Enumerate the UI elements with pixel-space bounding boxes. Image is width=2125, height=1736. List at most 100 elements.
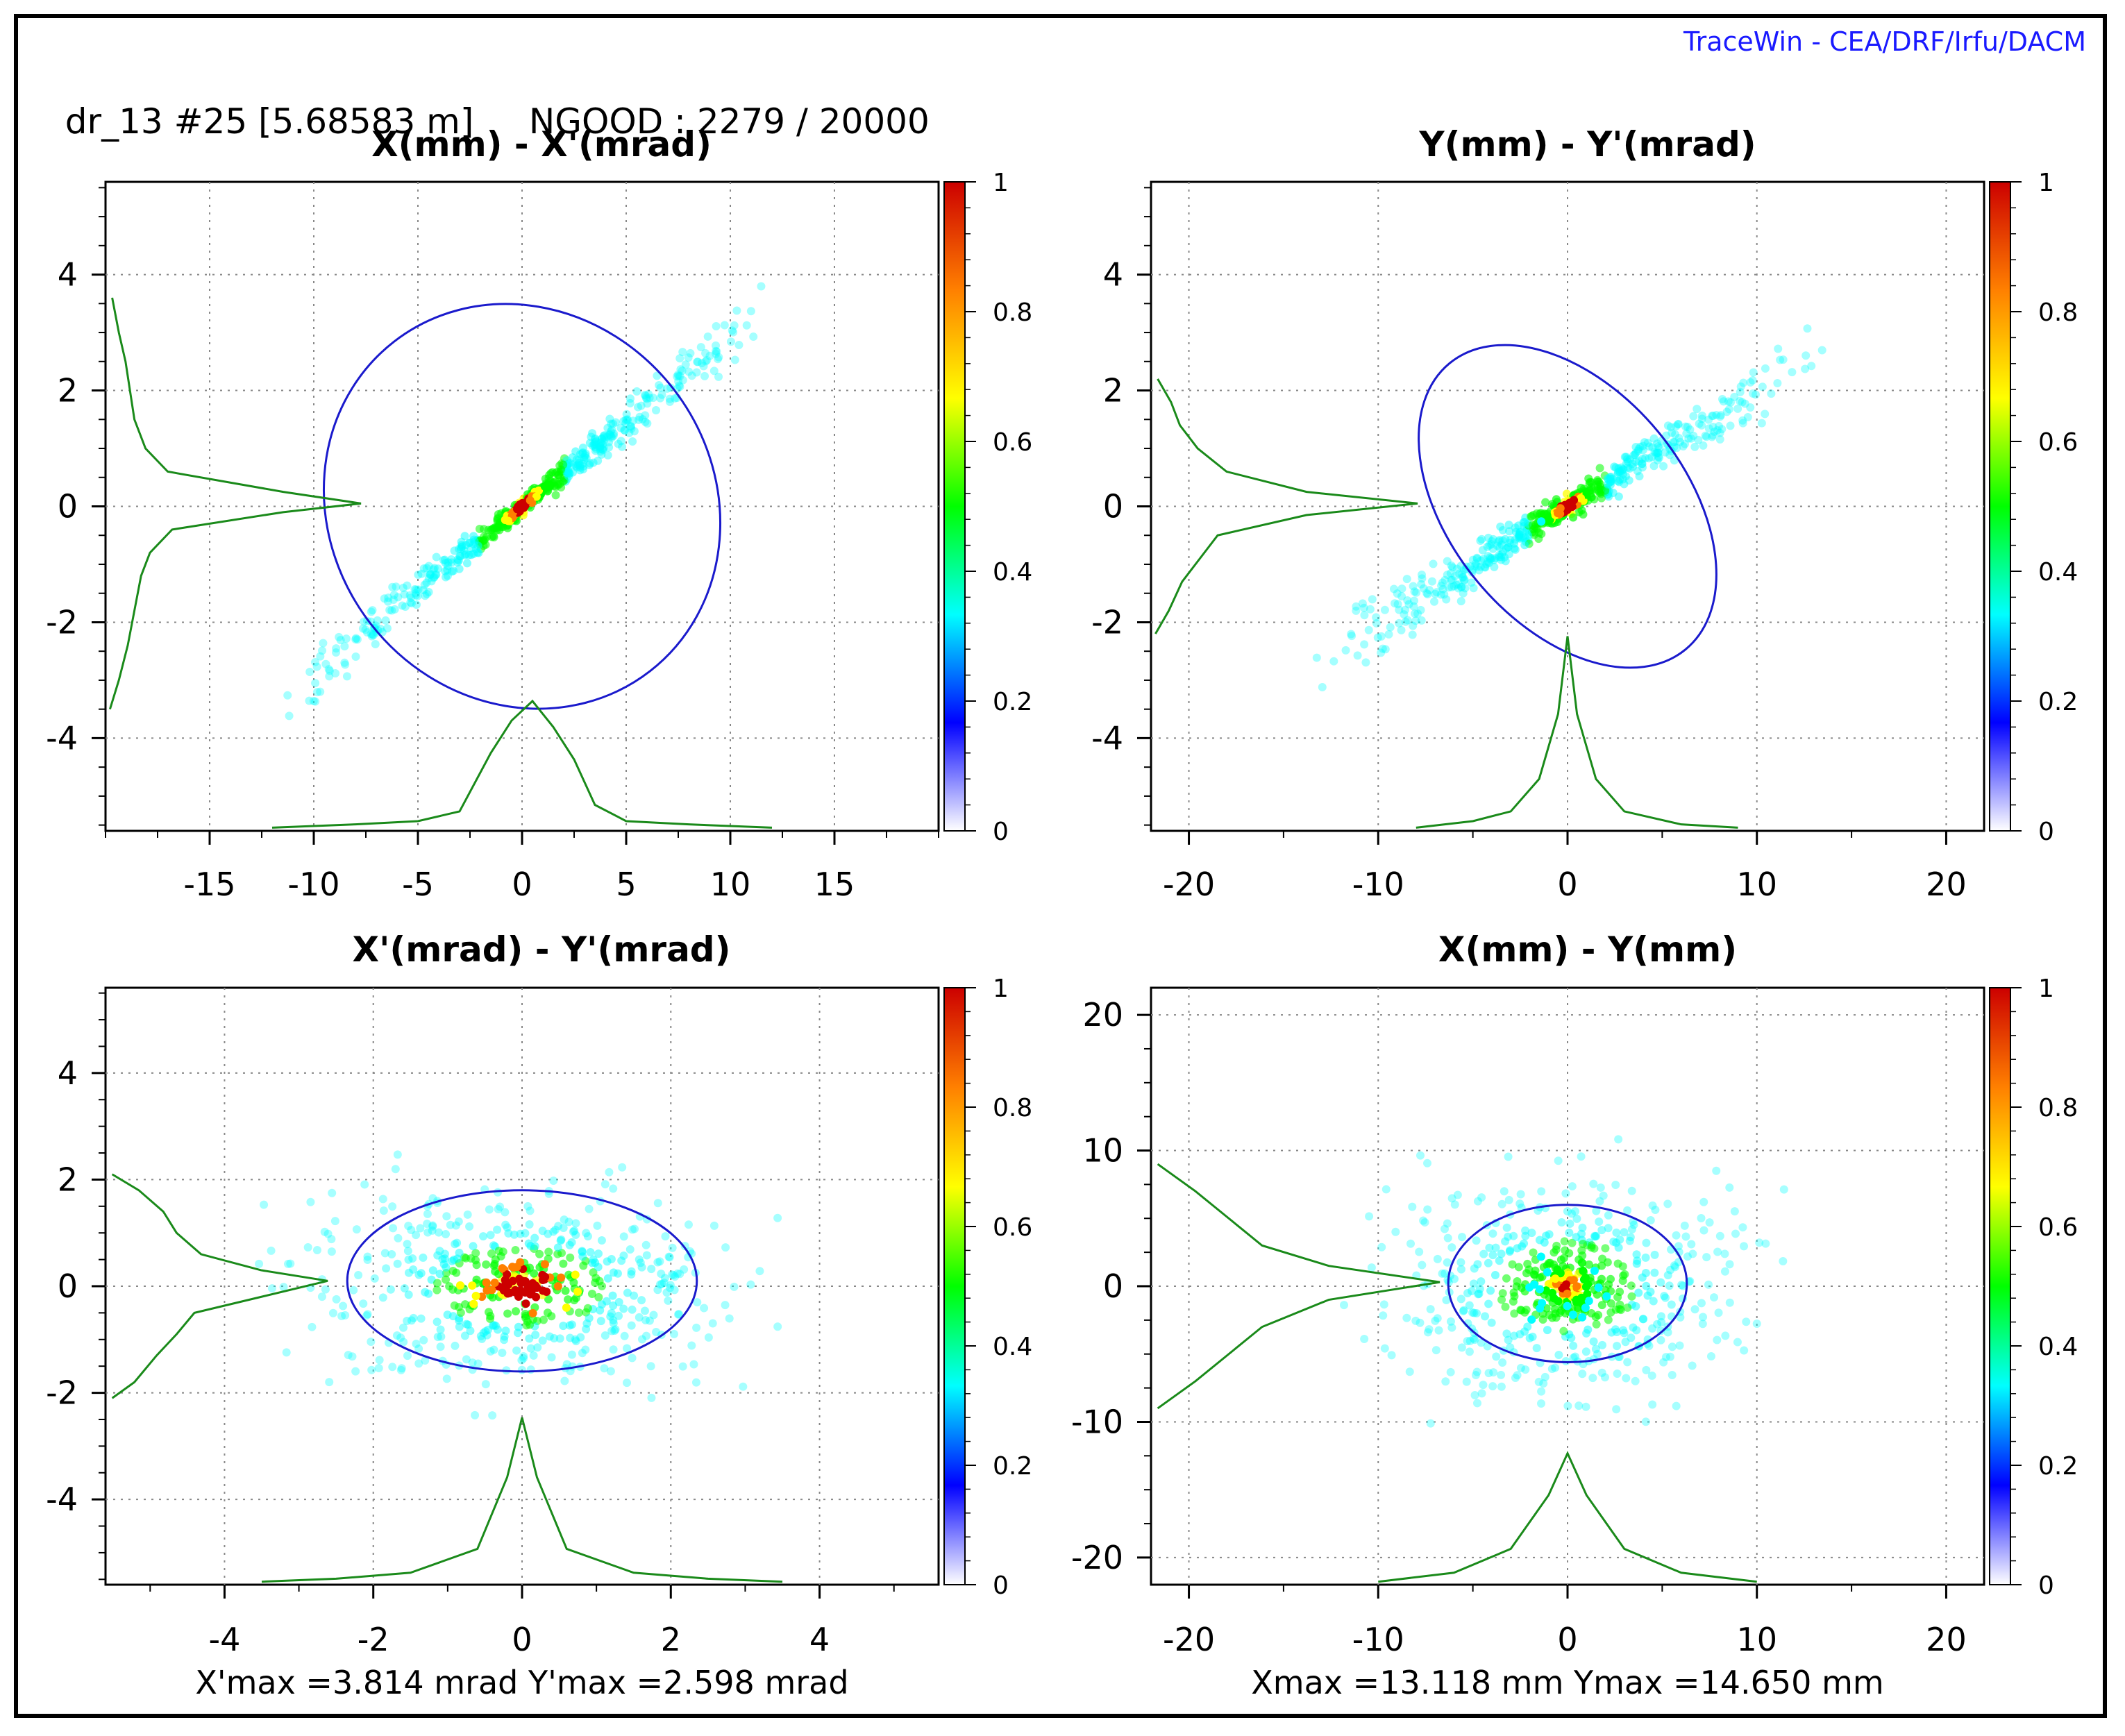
particle-point bbox=[1341, 646, 1350, 655]
x-tick-label: -4 bbox=[208, 1621, 240, 1658]
particle-point bbox=[488, 1293, 497, 1302]
core-point bbox=[498, 1264, 507, 1273]
particle-point bbox=[398, 1323, 408, 1332]
particle-point bbox=[1506, 535, 1515, 544]
particle-point bbox=[1406, 1239, 1416, 1248]
particle-point bbox=[565, 1240, 574, 1249]
particle-point bbox=[676, 365, 685, 374]
particle-point bbox=[1689, 412, 1698, 421]
particle-point bbox=[1652, 449, 1661, 458]
particle-point bbox=[564, 1295, 573, 1304]
y-profile-line bbox=[1154, 378, 1418, 634]
particle-point bbox=[1391, 599, 1400, 608]
particle-point bbox=[441, 558, 450, 567]
particle-point bbox=[1458, 573, 1467, 582]
core-point bbox=[1536, 1252, 1545, 1261]
particle-point bbox=[325, 672, 334, 681]
particle-point bbox=[591, 434, 600, 443]
particle-point bbox=[1661, 1293, 1670, 1302]
particle-point bbox=[1450, 582, 1459, 591]
colorbar-tick-label: 0.4 bbox=[993, 558, 1032, 587]
particle-point bbox=[285, 711, 294, 720]
particle-point bbox=[399, 1338, 408, 1347]
particle-point bbox=[1631, 457, 1640, 466]
particle-point bbox=[1443, 557, 1452, 566]
particle-point bbox=[1395, 605, 1404, 614]
particle-point bbox=[1733, 404, 1742, 413]
particle-point bbox=[479, 1329, 488, 1338]
particle-point bbox=[1656, 1278, 1665, 1287]
panel-1: X(mm) - X'(mrad)-15 -10 -5 0 5 10 15-4-202400.… bbox=[46, 124, 1032, 903]
colorbar-tick-label: 0 bbox=[993, 1571, 1009, 1600]
particle-point bbox=[1714, 421, 1723, 430]
x-tick-label: 0 bbox=[512, 1621, 532, 1658]
particle-point bbox=[606, 1367, 615, 1376]
particle-point bbox=[530, 1242, 539, 1251]
particle-point bbox=[362, 628, 371, 637]
particle-point bbox=[1450, 572, 1459, 581]
particle-point bbox=[1670, 456, 1679, 465]
particle-point bbox=[1646, 1288, 1655, 1297]
particle-point bbox=[335, 632, 344, 641]
particle-point bbox=[316, 652, 325, 661]
particle-point bbox=[1720, 1249, 1729, 1258]
core-point bbox=[1542, 1286, 1551, 1295]
particle-point bbox=[525, 1220, 534, 1229]
particle-point bbox=[463, 1210, 472, 1219]
particle-point bbox=[1661, 1353, 1670, 1362]
particle-point bbox=[701, 348, 710, 357]
particle-point bbox=[1591, 1345, 1600, 1354]
particle-point bbox=[1561, 1189, 1570, 1198]
particle-point bbox=[493, 516, 502, 525]
particle-point bbox=[630, 1224, 639, 1233]
particle-point bbox=[428, 1221, 437, 1230]
particle-point bbox=[549, 1227, 558, 1236]
particle-point bbox=[1625, 455, 1634, 464]
particle-point bbox=[1440, 590, 1449, 599]
particle-point bbox=[1515, 1330, 1525, 1339]
particle-point bbox=[430, 564, 439, 573]
particle-point bbox=[351, 635, 360, 644]
particle-point bbox=[500, 1335, 509, 1345]
x-tick-label: 10 bbox=[1736, 1621, 1777, 1658]
core-point bbox=[1602, 1292, 1611, 1301]
particle-point bbox=[1510, 544, 1519, 553]
particle-point bbox=[523, 1202, 532, 1211]
particle-point bbox=[692, 1323, 701, 1332]
particle-point bbox=[559, 1322, 568, 1331]
particle-point bbox=[367, 632, 376, 641]
particle-point bbox=[1659, 462, 1668, 471]
particle-point bbox=[647, 1265, 656, 1274]
particle-point bbox=[1352, 602, 1361, 611]
core-point bbox=[469, 1299, 478, 1308]
particle-point bbox=[1598, 1340, 1607, 1349]
particle-point bbox=[1539, 1379, 1548, 1388]
particle-point bbox=[630, 427, 639, 436]
particle-point bbox=[653, 1199, 662, 1208]
particle-point bbox=[571, 1231, 580, 1240]
particle-point bbox=[1377, 648, 1386, 657]
particle-point bbox=[388, 1363, 397, 1372]
particle-point bbox=[1595, 488, 1604, 497]
particle-point bbox=[303, 1242, 312, 1252]
particle-point bbox=[1403, 616, 1412, 625]
particle-point bbox=[1489, 555, 1498, 564]
particle-point bbox=[670, 1286, 679, 1295]
particle-point bbox=[1494, 537, 1503, 546]
particle-point bbox=[637, 1335, 646, 1344]
particle-point bbox=[1486, 553, 1495, 562]
particle-point bbox=[1592, 1206, 1601, 1215]
particle-point bbox=[1426, 1419, 1435, 1428]
particle-point bbox=[1653, 439, 1662, 448]
y-tick-label: -4 bbox=[1091, 719, 1123, 757]
particle-point bbox=[1498, 1358, 1507, 1367]
particle-point bbox=[574, 1308, 583, 1317]
particle-point bbox=[1621, 472, 1630, 481]
particle-point bbox=[1456, 582, 1465, 591]
particle-point bbox=[404, 1255, 413, 1264]
particle-point bbox=[1803, 324, 1812, 333]
particle-point bbox=[618, 1163, 627, 1172]
particle-point bbox=[1468, 555, 1477, 564]
particle-point bbox=[1676, 1313, 1685, 1322]
particle-point bbox=[1516, 1306, 1525, 1315]
